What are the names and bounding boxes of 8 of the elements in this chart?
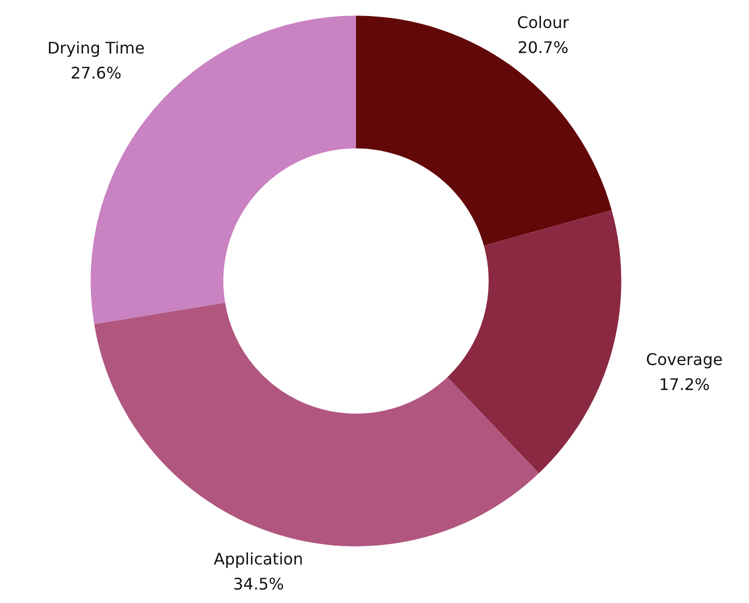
data-label: 20.7% xyxy=(518,38,568,58)
data-label: 17.2% xyxy=(658,374,710,394)
slice-label: Drying Time xyxy=(47,38,145,58)
slice-label: Coverage xyxy=(646,350,723,369)
slice-label: Colour xyxy=(517,13,570,32)
slice-label: Application xyxy=(214,550,304,569)
data-label: 27.6% xyxy=(70,63,122,82)
data-label: 34.5% xyxy=(233,574,284,594)
